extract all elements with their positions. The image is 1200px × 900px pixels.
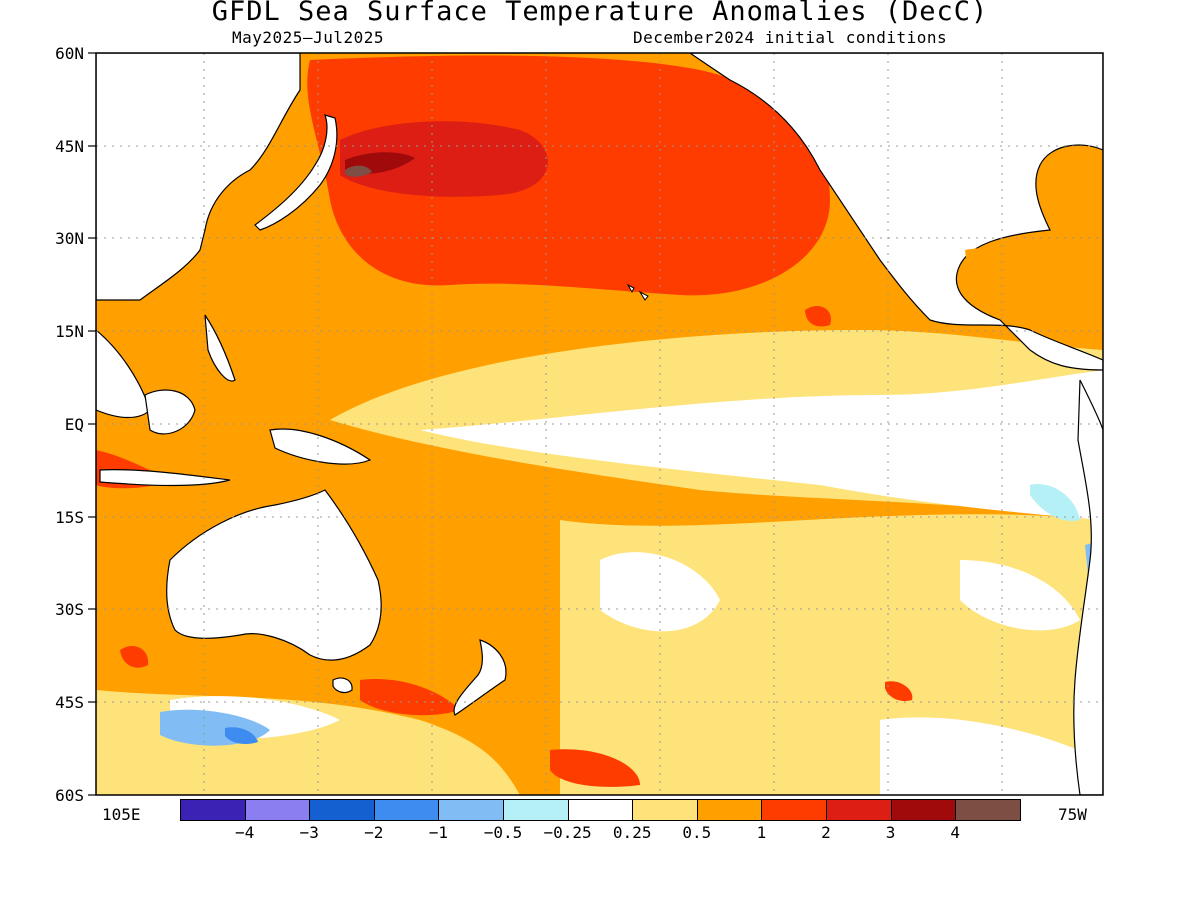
anomaly-patch-white-2 [960,560,1080,631]
land-north-america [688,53,1103,371]
anomaly-field-north-pacific-peak [345,165,372,177]
legend-label: −1 [428,823,449,842]
axis-ticks [88,52,96,796]
land-australia [166,489,382,661]
anomaly-patch-negative-1 [1030,484,1080,521]
legend-swatch [438,799,504,821]
lon-label-75w: 75W [1058,805,1087,824]
anomaly-patch-atlantic-2 [1050,184,1103,290]
legend-swatch [761,799,827,821]
land-borneo [144,389,196,435]
anomaly-patch-warm-4 [885,681,913,702]
legend-label: −2 [364,823,384,842]
land-new-zealand [453,639,507,716]
legend-label: 3 [885,823,896,842]
land-hawaii [626,283,649,301]
legend-label: 4 [950,823,961,842]
anomaly-patch-warm-2 [360,679,460,716]
anomaly-patch-white-4 [880,717,1100,795]
lat-label-15s: 15S [55,508,84,527]
anomaly-patch-white-1 [600,552,720,632]
land-new-guinea [269,428,372,465]
legend-swatch [826,799,892,821]
legend-swatch [567,799,634,821]
legend-label: −3 [299,823,319,842]
legend-swatch [503,799,569,821]
legend-swatch [955,799,1021,821]
lat-label-45s: 45S [55,693,84,712]
land-tasmania [332,677,353,694]
legend-label: 2 [821,823,831,842]
anomaly-field-north-pacific-hot [340,121,548,197]
legend-label: −0.5 [483,823,523,842]
legend-swatch [890,799,957,821]
forecast-period: May2025–Jul2025 [232,28,384,47]
anomaly-field-north-pacific-warm [307,55,831,296]
legend-label: 0.25 [612,823,652,842]
lat-label-60s: 60S [55,786,84,805]
legend-swatch [309,799,375,821]
lat-label-60n: 60N [55,44,84,63]
map-title: GFDL Sea Surface Temperature Anomalies (… [211,0,989,27]
anomaly-patch-warm-6 [120,645,149,668]
legend-label: 0.5 [682,823,712,842]
lon-label-105e: 105E [102,805,141,824]
legend-swatch [373,799,440,821]
legend-label: −4 [234,823,255,842]
lat-label-30n: 30N [55,229,84,248]
legend-swatch [244,799,311,821]
lat-label-45n: 45N [55,137,84,156]
land-philippines [204,314,236,382]
anomaly-patch-warm-5 [805,305,831,327]
legend-swatch [632,799,698,821]
legend-swatch [696,799,763,821]
legend-label: 1 [756,823,767,842]
initial-conditions: December2024 initial conditions [633,28,948,47]
land-java [99,469,231,487]
land-asia [96,53,301,301]
anomaly-patch-atlantic [965,248,1040,310]
lat-label-30s: 30S [55,600,84,619]
anomaly-field-equatorial-neutral [420,370,1103,520]
lat-label-eq: EQ [64,415,84,434]
anomaly-patch-negative-3 [225,727,258,744]
lat-label-15n: 15N [55,322,84,341]
land-japan [254,114,338,231]
legend-swatch [180,799,246,821]
legend-label: −0.25 [543,823,592,842]
anomaly-patch-warm-3 [550,749,640,787]
